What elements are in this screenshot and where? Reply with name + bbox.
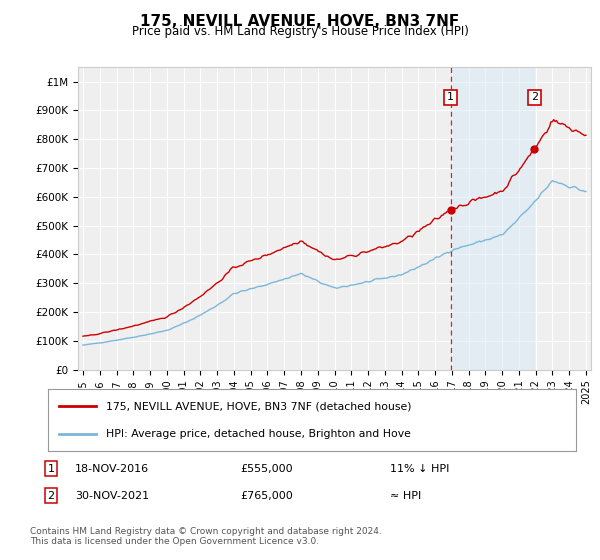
Text: ≈ HPI: ≈ HPI	[390, 491, 421, 501]
Text: 2: 2	[531, 92, 538, 102]
Text: Contains HM Land Registry data © Crown copyright and database right 2024.
This d: Contains HM Land Registry data © Crown c…	[30, 526, 382, 546]
Text: HPI: Average price, detached house, Brighton and Hove: HPI: Average price, detached house, Brig…	[106, 428, 411, 438]
Text: 1: 1	[447, 92, 454, 102]
Text: 175, NEVILL AVENUE, HOVE, BN3 7NF: 175, NEVILL AVENUE, HOVE, BN3 7NF	[140, 14, 460, 29]
Text: £765,000: £765,000	[240, 491, 293, 501]
Text: 2: 2	[47, 491, 55, 501]
Text: 175, NEVILL AVENUE, HOVE, BN3 7NF (detached house): 175, NEVILL AVENUE, HOVE, BN3 7NF (detac…	[106, 402, 412, 412]
Text: 18-NOV-2016: 18-NOV-2016	[75, 464, 149, 474]
Bar	[451, 67, 535, 370]
Text: 11% ↓ HPI: 11% ↓ HPI	[390, 464, 449, 474]
Text: £555,000: £555,000	[240, 464, 293, 474]
Text: 30-NOV-2021: 30-NOV-2021	[75, 491, 149, 501]
Text: Price paid vs. HM Land Registry's House Price Index (HPI): Price paid vs. HM Land Registry's House …	[131, 25, 469, 38]
Text: 1: 1	[47, 464, 55, 474]
